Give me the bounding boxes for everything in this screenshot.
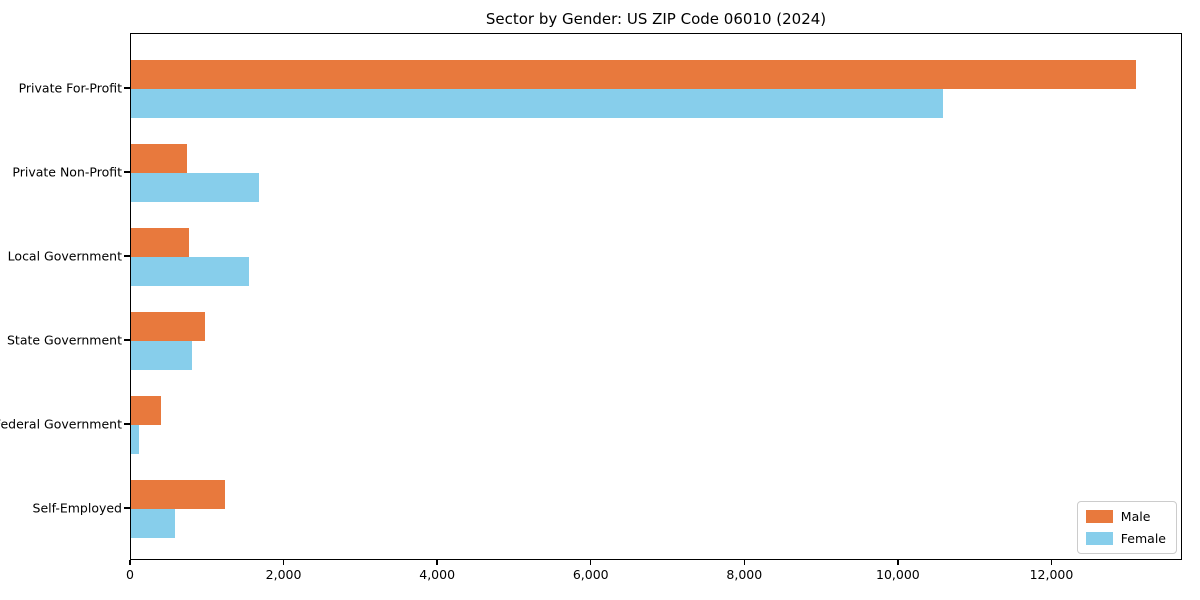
plot-area: Male Female <box>130 33 1182 560</box>
legend-item-male: Male <box>1085 509 1166 524</box>
legend: Male Female <box>1076 501 1177 554</box>
bar-male-local-government <box>131 228 190 257</box>
y-tick-label: Local Government <box>7 248 122 264</box>
bar-female-federal-government <box>131 425 139 454</box>
x-tick-label: 8,000 <box>726 567 763 582</box>
bar-male-self-employed <box>131 480 226 509</box>
x-tick-mark <box>436 560 438 565</box>
bar-female-local-government <box>131 257 249 286</box>
y-tick-label: State Government <box>6 332 122 348</box>
x-tick-label: 12,000 <box>1029 567 1074 582</box>
x-tick-mark <box>282 560 285 565</box>
legend-item-female: Female <box>1085 531 1166 546</box>
x-tick-mark <box>897 560 899 565</box>
bar-female-private-for-profit <box>131 89 944 118</box>
legend-label-male: Male <box>1120 509 1151 524</box>
y-tick-label: Private For-Profit <box>18 80 122 96</box>
bar-female-state-government <box>131 341 193 370</box>
female-color-swatch <box>1085 532 1113 545</box>
x-tick-label: 10,000 <box>876 567 920 582</box>
x-tick-label: 0 <box>126 567 134 582</box>
x-tick-mark <box>1050 560 1053 565</box>
bar-male-federal-government <box>131 396 162 425</box>
bar-male-state-government <box>131 312 206 341</box>
x-tick-label: 2,000 <box>265 567 302 582</box>
y-tick-label: Private Non-Profit <box>12 164 122 180</box>
x-tick-mark <box>743 560 746 565</box>
bar-male-private-non-profit <box>131 144 188 173</box>
bar-female-private-non-profit <box>131 173 260 202</box>
male-color-swatch <box>1085 510 1113 523</box>
x-tick-mark <box>589 560 592 565</box>
x-tick-mark <box>129 560 131 565</box>
x-tick-label: 6,000 <box>572 567 609 582</box>
chart-title: Sector by Gender: US ZIP Code 06010 (202… <box>485 10 827 28</box>
bar-male-private-for-profit <box>131 60 1137 89</box>
bar-female-self-employed <box>131 509 175 538</box>
y-tick-label: Self-Employed <box>32 500 122 516</box>
y-tick-label: Federal Government <box>0 416 122 432</box>
bars-layer <box>131 34 1181 559</box>
x-tick-label: 4,000 <box>419 567 456 582</box>
legend-label-female: Female <box>1120 531 1166 546</box>
